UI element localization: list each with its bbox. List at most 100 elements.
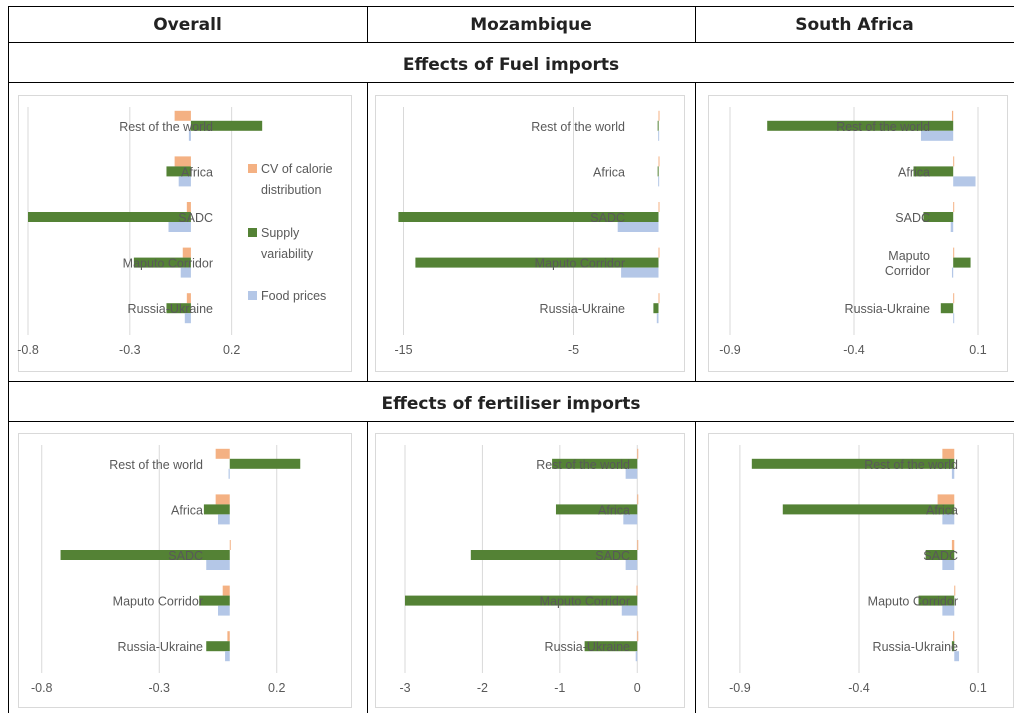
category-label: Africa — [926, 503, 958, 517]
tick-label: -1 — [554, 681, 565, 695]
bar-cv-of-calorie-distribution-rest-of-the-world — [951, 110, 954, 121]
bar-cv-of-calorie-distribution-sadc — [951, 540, 955, 550]
bar-supply-variability-rest-of-the-world — [552, 458, 638, 469]
tick-label: -0.4 — [848, 681, 870, 695]
bar-food-prices-russia-ukraine — [656, 313, 659, 324]
category-label: Rest of the world — [109, 458, 203, 472]
category-label: SADC — [178, 211, 213, 225]
column-divider — [367, 82, 368, 381]
bar-cv-of-calorie-distribution-maputo-corridor — [222, 585, 230, 596]
bar-food-prices-sadc — [168, 222, 191, 232]
category-label: SADC — [595, 549, 630, 563]
bar-cv-of-calorie-distribution-russia-ukraine — [637, 631, 639, 642]
tick-label: -0.4 — [843, 343, 865, 357]
bar-supply-variability-africa — [166, 166, 191, 177]
chart-fertiliser-mozambique: Rest of the world Africa SADC Maputo Corrid… — [375, 433, 685, 708]
bar-supply-variability-rest-of-the-world — [190, 120, 263, 131]
bar-supply-variability-russia-ukraine — [653, 303, 659, 314]
bar-food-prices-sadc — [625, 560, 638, 570]
category-label: Maputo Corridor — [540, 595, 630, 609]
bar-cv-of-calorie-distribution-sadc — [953, 202, 955, 212]
tick-label: -15 — [394, 343, 412, 357]
column-header-south-africa: South Africa — [795, 15, 914, 35]
tick-label: 0.2 — [223, 343, 240, 357]
category-label: Russia-Ukraine — [545, 640, 630, 654]
bar-food-prices-africa — [953, 176, 976, 187]
category-label: Africa — [898, 165, 930, 179]
bar-supply-variability-russia-ukraine — [940, 303, 954, 314]
tick-label: -0.8 — [17, 343, 39, 357]
bar-cv-of-calorie-distribution-rest-of-the-world — [174, 110, 191, 121]
bar-supply-variability-maputo-corridor — [953, 257, 971, 268]
tick-label: 0 — [634, 681, 641, 695]
category-label: Africa — [593, 165, 625, 179]
chart-fertiliser-south-africa: Rest of the world Africa SADC Maputo Corrid… — [708, 433, 1014, 708]
bar-food-prices-maputo-corridor — [180, 267, 191, 278]
bar-food-prices-africa — [942, 514, 955, 525]
bar-food-prices-maputo-corridor — [951, 267, 954, 278]
bar-cv-of-calorie-distribution-russia-ukraine — [186, 293, 191, 304]
bar-food-prices-rest-of-the-world — [920, 130, 954, 141]
legend-swatch — [248, 164, 257, 173]
bar-cv-of-calorie-distribution-rest-of-the-world — [658, 110, 660, 121]
bar-food-prices-rest-of-the-world — [228, 468, 230, 479]
bar-cv-of-calorie-distribution-maputo-corridor — [636, 585, 638, 596]
category-label: SADC — [923, 549, 958, 563]
bar-food-prices-sadc — [950, 222, 954, 232]
section-title-fuel: Effects of Fuel imports — [402, 55, 620, 75]
category-label: Corridor — [885, 264, 930, 278]
bar-supply-variability-sadc — [398, 212, 659, 222]
bar-cv-of-calorie-distribution-maputo-corridor — [658, 247, 660, 258]
bar-cv-of-calorie-distribution-russia-ukraine — [953, 293, 955, 304]
bar-food-prices-africa — [658, 176, 660, 187]
table-rule — [8, 381, 1014, 382]
bar-food-prices-africa — [218, 514, 230, 525]
bar-supply-variability-rest-of-the-world — [751, 458, 955, 469]
plot-frame — [375, 433, 685, 708]
bar-supply-variability-russia-ukraine — [951, 641, 955, 652]
bar-cv-of-calorie-distribution-africa — [953, 156, 955, 167]
bar-supply-variability-sadc — [925, 550, 955, 560]
category-label: SADC — [168, 549, 203, 563]
bar-cv-of-calorie-distribution-africa — [637, 494, 639, 505]
table-rule — [8, 42, 1014, 43]
column-divider — [367, 421, 368, 713]
bar-cv-of-calorie-distribution-russia-ukraine — [658, 293, 660, 304]
tick-label: -0.8 — [31, 681, 53, 695]
bar-supply-variability-russia-ukraine — [584, 641, 638, 652]
bar-supply-variability-africa — [782, 504, 955, 515]
category-label: Maputo Corridor — [868, 595, 958, 609]
column-divider — [695, 6, 696, 42]
category-label: Rest of the world — [864, 458, 958, 472]
bar-cv-of-calorie-distribution-sadc — [637, 540, 639, 550]
plot-frame — [708, 95, 1008, 372]
legend-label: distribution — [261, 183, 321, 197]
bar-supply-variability-maputo-corridor — [133, 257, 191, 268]
bar-food-prices-maputo-corridor — [218, 605, 230, 616]
chart-fuel-south-africa: Rest of the world Africa SADC MaputoCorrido… — [708, 95, 1008, 372]
bar-cv-of-calorie-distribution-sadc — [658, 202, 660, 212]
bar-cv-of-calorie-distribution-sadc — [186, 202, 191, 212]
bar-cv-of-calorie-distribution-rest-of-the-world — [942, 448, 955, 459]
category-label: Rest of the world — [836, 120, 930, 134]
bar-supply-variability-africa — [657, 166, 659, 177]
table-rule — [8, 82, 1014, 83]
bar-food-prices-rest-of-the-world — [658, 130, 660, 141]
category-label: Maputo Corridor — [535, 257, 625, 271]
bar-cv-of-calorie-distribution-russia-ukraine — [953, 631, 955, 642]
category-label: Russia-Ukraine — [845, 302, 930, 316]
column-divider — [695, 421, 696, 713]
bar-supply-variability-africa — [203, 504, 230, 515]
tick-label: 0.2 — [268, 681, 285, 695]
bar-supply-variability-sadc — [470, 550, 638, 560]
section-title-fertiliser: Effects of fertiliser imports — [381, 394, 641, 414]
plot-frame — [18, 433, 352, 708]
legend-swatch — [248, 291, 257, 300]
bar-cv-of-calorie-distribution-rest-of-the-world — [215, 448, 230, 459]
plot-frame — [18, 95, 352, 372]
tick-label: 0.1 — [969, 343, 986, 357]
bar-food-prices-sadc — [942, 560, 955, 570]
bar-food-prices-russia-ukraine — [954, 651, 960, 662]
bar-cv-of-calorie-distribution-maputo-corridor — [954, 585, 956, 596]
bar-food-prices-sadc — [206, 560, 230, 570]
